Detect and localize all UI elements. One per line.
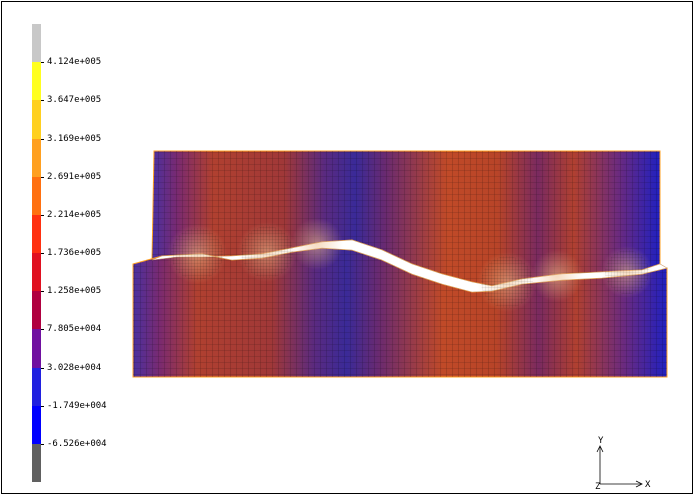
legend-color-segment (32, 405, 41, 445)
refined-mesh-zones (167, 218, 653, 312)
legend-color-segment (32, 214, 41, 254)
axis-triad: Y X Z (595, 436, 651, 492)
legend-tick-label: -1.749e+004 (47, 400, 107, 411)
y-axis-label: Y (598, 436, 604, 446)
legend-tick-mark (41, 291, 44, 293)
legend-color-segment (32, 291, 41, 330)
legend-tick-label: -6.526e+004 (47, 438, 107, 449)
legend-color-segment (32, 100, 41, 139)
x-axis-arrow (635, 480, 643, 488)
legend-tick-mark (41, 405, 44, 407)
legend-tick-mark (41, 367, 44, 369)
color-scale-legend (32, 24, 41, 483)
legend-tick-mark (41, 214, 44, 216)
legend-color-segment (32, 62, 41, 101)
legend-tick-label: 3.028e+004 (47, 362, 102, 373)
legend-tick-label: 2.691e+005 (47, 171, 102, 182)
legend-tick-mark (41, 138, 44, 140)
legend-tick-mark (41, 443, 44, 445)
legend-tick-label: 4.124e+005 (47, 57, 102, 68)
legend-tick-mark (41, 329, 44, 331)
z-axis-label: Z (595, 482, 601, 492)
legend-tick-label: 1.736e+005 (47, 248, 102, 258)
legend-color-segment (32, 253, 41, 292)
legend-tick-label: 3.647e+005 (47, 95, 102, 106)
y-axis-arrow (596, 445, 604, 453)
legend-tick-label: 1.258e+005 (47, 286, 102, 297)
x-axis-label: X (645, 480, 651, 490)
legend-tick-label: 7.805e+004 (47, 324, 102, 335)
legend-tick-mark (41, 253, 44, 254)
legend-color-segment (32, 138, 41, 178)
legend-tick-label: 3.169e+005 (47, 133, 102, 144)
legend-tick-mark (41, 100, 44, 102)
legend-tick-mark (41, 62, 44, 64)
legend-tick-mark (41, 176, 44, 178)
legend-color-segment (32, 176, 41, 216)
legend-tick-label: 2.214e+005 (47, 209, 102, 220)
legend-color-segment (32, 329, 41, 368)
legend-color-segment (32, 443, 41, 483)
legend-color-segment (32, 367, 41, 407)
legend-color-segment (32, 24, 41, 63)
